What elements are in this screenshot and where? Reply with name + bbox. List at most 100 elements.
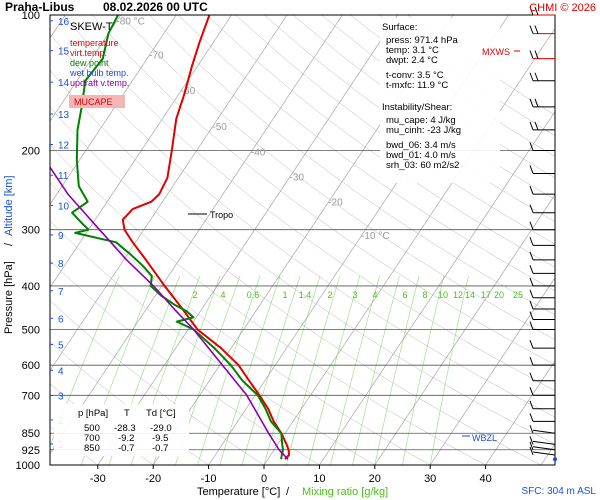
x-axis-label-2: Mixing ratio [g/kg] — [302, 486, 388, 498]
mucape-badge — [69, 95, 125, 108]
isotherm — [0, 15, 10, 465]
mixing-ratio-label: 1.4 — [299, 290, 312, 300]
wind-barb-flag — [529, 441, 534, 450]
wind-barb-flag — [534, 72, 539, 81]
pressure-tick-label: 600 — [22, 360, 40, 372]
altitude-tick-label: 14 — [58, 78, 70, 89]
wind-barb-flag — [534, 121, 539, 131]
wind-barb-flag — [529, 425, 534, 434]
altitude-tick-label: 10 — [58, 201, 70, 212]
mixing-ratio-label: 1 — [282, 290, 287, 300]
mixing-ratio-label: 25 — [513, 290, 523, 300]
dry-adiabat — [206, 15, 555, 268]
info-panel — [380, 18, 500, 183]
wind-barb-flag — [529, 185, 534, 195]
mixing-ratio-line — [308, 275, 361, 465]
wind-barb-flag — [529, 387, 534, 396]
altitude-tick-label: 5 — [58, 341, 64, 352]
wind-barb — [532, 451, 556, 456]
mixing-ratio-line — [352, 275, 400, 465]
mixing-ratio-label: 0.6 — [247, 290, 260, 300]
mixing-ratio-label: 17 — [481, 290, 491, 300]
dry-adiabat — [120, 15, 555, 340]
wind-barb-flag — [529, 300, 534, 310]
wind-barb-flag — [529, 400, 534, 409]
credit-label: CHMI © 2026 — [529, 2, 596, 14]
mixing-ratio-label: 2 — [327, 290, 332, 300]
wind-barb-flag — [529, 237, 534, 246]
station-title: Praha-Libus — [5, 0, 75, 14]
mixing-ratio-label: 8 — [422, 290, 427, 300]
isotherm — [540, 443, 555, 465]
table-row-t: -9.2 — [118, 433, 134, 444]
mixing-ratio-label: 20 — [494, 290, 504, 300]
table-row-p: 850 — [84, 443, 100, 454]
wind-barb-flag — [529, 121, 534, 131]
altitude-tick-label: 11 — [58, 171, 69, 182]
dry-adiabat — [91, 15, 555, 366]
surface-dwpt: dwpt: 2.4 °C — [386, 55, 438, 66]
wind-barb-flag — [529, 142, 534, 151]
wind-barb-flag — [529, 25, 534, 34]
pressure-tick-label: 400 — [22, 281, 40, 293]
isotherm-label: -70 — [149, 51, 164, 62]
wind-barb-flag — [529, 277, 534, 287]
mixing-ratio-label: 10 — [438, 290, 448, 300]
mixing-ratio-label: 2 — [192, 290, 197, 300]
mu-cinh: mu_cinh: -23 J/kg — [386, 125, 461, 136]
table-row-td: -9.5 — [152, 433, 168, 444]
surface-tmxfc: t-mxfc: 11.9 °C — [386, 80, 448, 91]
instability-title: Instability/Shear: — [382, 102, 452, 113]
isotherm — [485, 360, 555, 465]
surface-tconv: t-conv: 3.5 °C — [386, 70, 444, 81]
wind-barb-flag — [529, 50, 534, 59]
level-table-bg — [54, 404, 189, 456]
dry-adiabat — [50, 260, 320, 465]
altitude-tick-label: 9 — [58, 231, 64, 242]
mixing-ratio-line — [241, 275, 301, 465]
profile-updraft-v-temp- — [50, 165, 289, 460]
wind-barb-flag — [534, 98, 539, 108]
table-row-td: -0.7 — [152, 443, 168, 454]
wind-barb — [532, 440, 556, 445]
surface-marker — [553, 457, 557, 462]
wind-barb-flag — [529, 204, 534, 213]
mixing-ratio-line — [263, 275, 321, 465]
x-tick-label: -10 — [201, 473, 217, 485]
profile-temperature — [121, 15, 290, 460]
isotherm-label: -30 — [290, 172, 305, 183]
isotherm — [97, 15, 399, 465]
legend-dew-point: dew point — [70, 58, 109, 68]
pressure-tick-label: 925 — [22, 445, 40, 457]
wind-barb-flag — [529, 265, 534, 274]
wind-barb-flag — [529, 165, 534, 174]
pressure-tick-label: 500 — [22, 325, 40, 337]
x-axis-label: Temperature [°C] — [197, 486, 280, 498]
altitude-tick-label: 6 — [58, 314, 64, 325]
wind-barb-flag — [529, 289, 534, 298]
sfc-label: SFC: 304 m ASL — [522, 486, 597, 497]
pressure-tick-label: 300 — [22, 225, 40, 237]
mixing-ratio-line — [219, 275, 281, 465]
dry-adiabat — [63, 15, 555, 391]
wind-barb-flag — [529, 339, 534, 349]
table-row-t: -28.3 — [114, 423, 136, 434]
mixing-ratio-label: 6 — [402, 290, 407, 300]
altitude-tick-label: 7 — [58, 287, 64, 298]
y-axis-separator: / — [3, 242, 15, 246]
altitude-tick-label: 16 — [58, 17, 70, 28]
table-row-p: 700 — [84, 433, 100, 444]
wbzl-label: WBZL — [472, 433, 497, 443]
isotherm — [50, 15, 343, 455]
wind-barb — [532, 429, 556, 434]
table-row-t: -0.7 — [118, 443, 134, 454]
datetime-title: 08.02.2026 00 UTC — [103, 0, 208, 14]
wind-barb-flag — [529, 98, 534, 108]
mixing-ratio-label: 3 — [352, 290, 357, 300]
isotherm — [50, 15, 177, 205]
altitude-tick-label: 13 — [58, 110, 70, 121]
isotherm-label: -60 — [181, 86, 196, 97]
x-tick-label: 30 — [424, 473, 436, 485]
wind-barb-flag — [529, 372, 534, 381]
